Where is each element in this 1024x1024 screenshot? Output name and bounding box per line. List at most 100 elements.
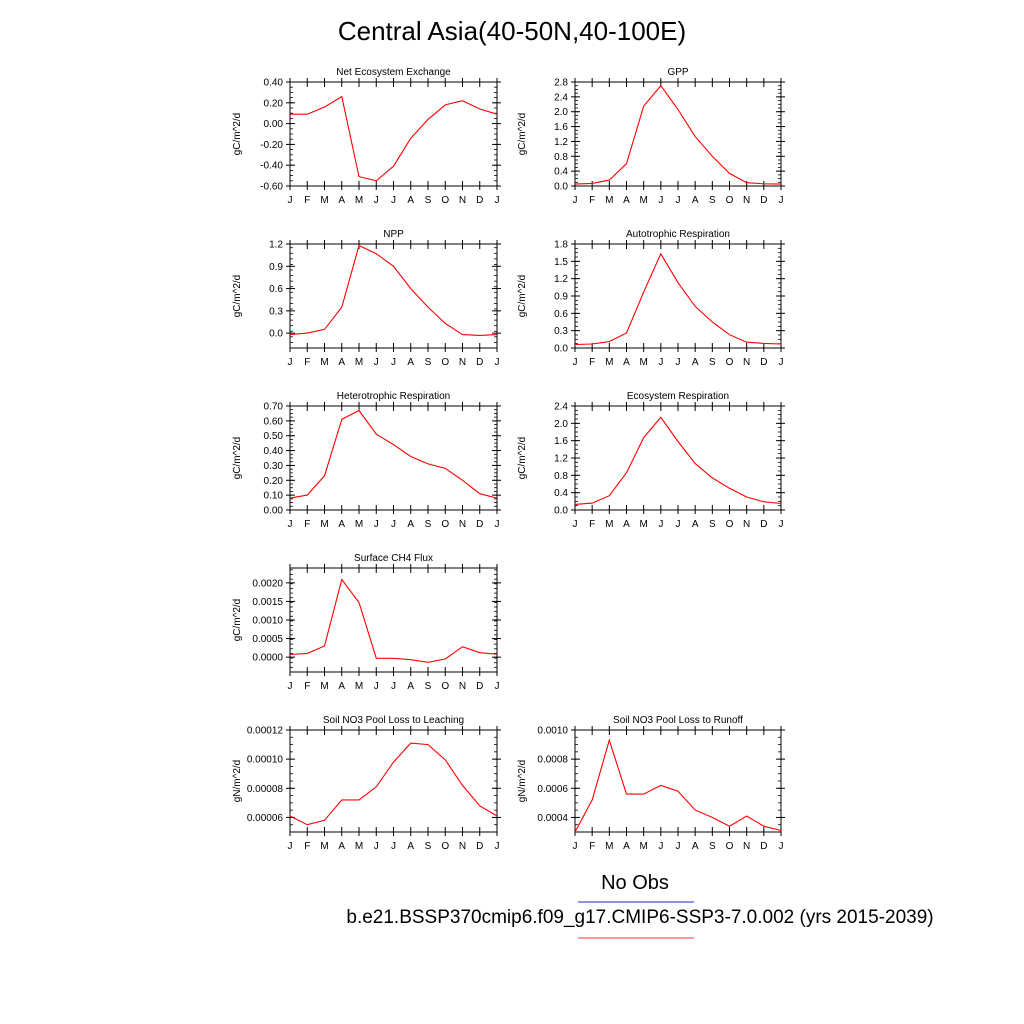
y-tick-label: 1.2	[554, 454, 568, 465]
y-tick-label: 2.4	[554, 92, 568, 103]
x-tick-label: F	[304, 841, 310, 852]
y-tick-label: 0.4	[554, 488, 568, 499]
x-tick-label: J	[676, 357, 681, 368]
panel-title: Autotrophic Respiration	[626, 229, 730, 240]
y-tick-label: 0.0	[554, 182, 568, 193]
y-tick-label: 0.0000	[252, 653, 283, 664]
y-tick-label: 1.2	[554, 137, 568, 148]
x-tick-label: D	[476, 195, 483, 206]
series-line	[574, 252, 782, 346]
y-tick-label: 0.0008	[537, 755, 568, 766]
x-tick-label: M	[320, 681, 328, 692]
x-tick-label: M	[639, 195, 647, 206]
y-tick-label: 0.60	[264, 416, 284, 427]
y-tick-label: 1.8	[554, 240, 568, 251]
y-axis-label: gN/m^2/d	[517, 760, 528, 803]
x-tick-label: J	[779, 841, 784, 852]
x-tick-label: A	[338, 519, 345, 530]
series-line	[289, 742, 498, 826]
y-tick-label: 1.5	[554, 257, 568, 268]
x-tick-label: S	[425, 357, 432, 368]
x-tick-label: J	[779, 195, 784, 206]
y-tick-label: -0.60	[260, 182, 283, 193]
plot-frame	[289, 405, 498, 511]
y-tick-label: 0.0	[554, 344, 568, 355]
x-tick-label: J	[658, 841, 663, 852]
x-tick-label: J	[495, 841, 500, 852]
x-tick-label: A	[338, 841, 345, 852]
x-tick-label: J	[391, 357, 396, 368]
y-tick-label: 0.8	[554, 152, 568, 163]
panel-title: Soil NO3 Pool Loss to Leaching	[323, 715, 464, 726]
chart-panel-5: Heterotrophic Respiration gC/m^2/d 0.70 0.6…	[232, 391, 501, 530]
series-line	[289, 578, 498, 663]
x-tick-label: M	[355, 195, 363, 206]
x-tick-label: D	[476, 519, 483, 530]
x-tick-label: D	[760, 195, 767, 206]
legend-label-model: b.e21.BSSP370cmip6.f09_g17.CMIP6-SSP3-7.…	[346, 907, 934, 928]
panel-title: NPP	[383, 229, 404, 240]
y-tick-label: 0.0004	[537, 813, 568, 824]
x-tick-label: N	[459, 681, 466, 692]
x-tick-label: J	[495, 357, 500, 368]
x-tick-label: O	[441, 195, 449, 206]
x-tick-label: J	[495, 519, 500, 530]
series-line	[574, 84, 782, 185]
x-tick-label: O	[726, 841, 734, 852]
x-tick-label: M	[605, 195, 613, 206]
x-tick-label: J	[573, 841, 578, 852]
x-tick-label: J	[374, 681, 379, 692]
series-line	[574, 416, 782, 505]
y-axis-label: gC/m^2/d	[232, 113, 243, 156]
x-tick-label: O	[441, 519, 449, 530]
panel-title: Ecosystem Respiration	[627, 391, 729, 402]
x-tick-label: D	[760, 841, 767, 852]
y-tick-label: 0.50	[264, 431, 284, 442]
x-tick-label: A	[623, 841, 630, 852]
x-tick-label: D	[760, 357, 767, 368]
x-tick-label: S	[709, 357, 716, 368]
x-tick-label: A	[692, 841, 699, 852]
x-tick-label: O	[726, 195, 734, 206]
y-tick-label: 0.9	[554, 292, 568, 303]
x-tick-label: D	[476, 357, 483, 368]
x-tick-label: A	[692, 357, 699, 368]
x-tick-label: J	[288, 681, 293, 692]
y-tick-label: 0.00	[264, 506, 284, 517]
x-tick-label: A	[407, 681, 414, 692]
x-tick-label: O	[726, 519, 734, 530]
x-tick-label: M	[355, 519, 363, 530]
plot-frame	[574, 405, 782, 511]
x-tick-label: M	[320, 357, 328, 368]
y-tick-label: 0.00008	[247, 784, 284, 795]
x-tick-label: J	[658, 195, 663, 206]
panel-title: GPP	[667, 67, 688, 78]
x-tick-label: J	[676, 195, 681, 206]
y-tick-label: 0.0005	[252, 634, 283, 645]
x-tick-label: A	[692, 195, 699, 206]
x-tick-label: J	[374, 519, 379, 530]
x-tick-label: M	[320, 195, 328, 206]
x-tick-label: A	[407, 519, 414, 530]
y-tick-label: 0.00012	[247, 726, 284, 737]
y-tick-label: 1.2	[269, 240, 283, 251]
chart-panel-9: Soil NO3 Pool Loss to Runoff gN/m^2/d 0.00…	[517, 715, 785, 852]
x-tick-label: A	[407, 195, 414, 206]
x-tick-label: J	[495, 195, 500, 206]
x-tick-label: J	[374, 195, 379, 206]
x-tick-label: F	[589, 519, 595, 530]
x-tick-label: D	[476, 841, 483, 852]
x-tick-label: J	[573, 519, 578, 530]
y-tick-label: 0.0010	[252, 616, 283, 627]
x-tick-label: J	[658, 519, 663, 530]
y-tick-label: 0.40	[264, 78, 284, 89]
x-tick-label: M	[355, 681, 363, 692]
x-tick-label: J	[779, 519, 784, 530]
y-tick-label: 0.70	[264, 402, 284, 413]
x-tick-label: S	[709, 519, 716, 530]
y-tick-label: 0.20	[264, 98, 284, 109]
x-tick-label: M	[355, 357, 363, 368]
y-tick-label: 1.6	[554, 436, 568, 447]
